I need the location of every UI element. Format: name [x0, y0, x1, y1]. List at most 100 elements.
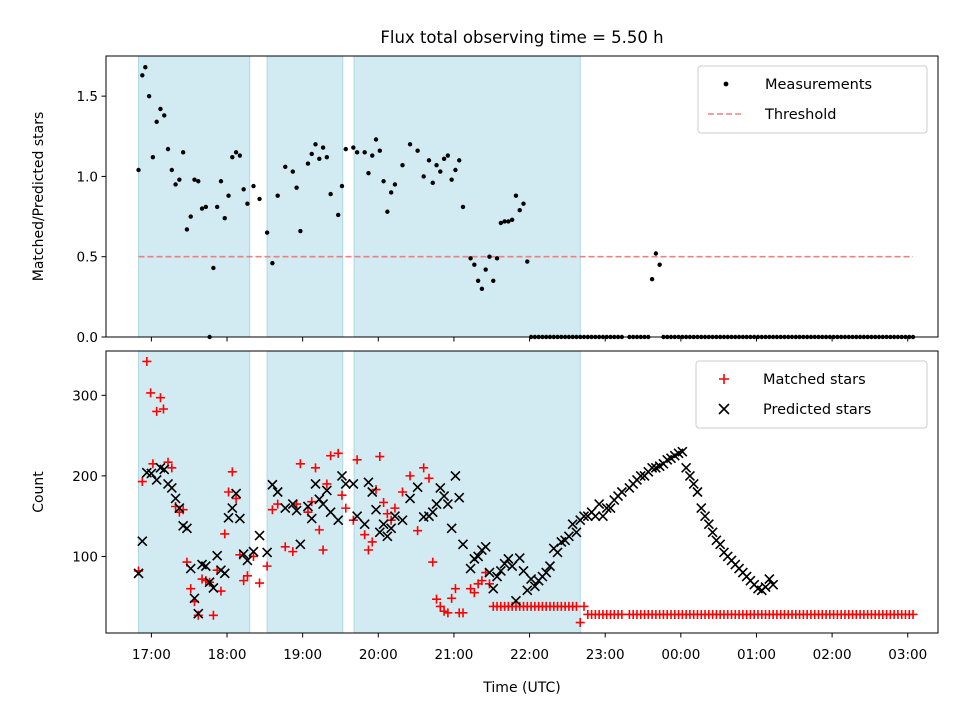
x-tick-label: 00:00 — [661, 647, 700, 663]
predicted-stars-point — [370, 504, 382, 515]
legend-measurements-marker — [723, 81, 729, 87]
predicted-stars-point — [446, 523, 457, 534]
measurements-point — [196, 179, 201, 184]
predicted-stars-point — [495, 565, 506, 577]
x-tick-label: 02:00 — [813, 647, 852, 663]
legend-matched-label: Matched stars — [763, 372, 866, 388]
measurements-point — [657, 262, 662, 267]
matched-stars-point — [208, 610, 218, 620]
measurements-point — [294, 185, 299, 190]
matched-stars-point — [193, 610, 203, 620]
predicted-stars-point — [238, 548, 249, 560]
measurements-point — [328, 191, 333, 197]
count-axes-frame — [105, 350, 939, 634]
predicted-stars-point — [552, 547, 563, 558]
predicted-stars-point — [310, 478, 321, 490]
measurements-point — [270, 260, 275, 266]
matched-stars-point — [158, 404, 168, 414]
predicted-stars-point — [200, 561, 211, 572]
measurements-point — [491, 278, 496, 283]
matched-stars-point — [458, 608, 468, 618]
count-legend: Matched stars Predicted stars — [695, 360, 928, 429]
measurements-point — [214, 204, 220, 210]
predicted-stars-point — [439, 490, 450, 502]
predicted-stars-point — [601, 503, 612, 514]
predicted-stars-point — [137, 536, 148, 547]
matched-stars-point — [337, 490, 347, 500]
matched-stars-point — [908, 609, 918, 619]
predicted-stars-point — [541, 567, 552, 578]
matched-stars-point — [367, 537, 377, 547]
measurements-point — [188, 214, 193, 219]
predicted-stars-point — [151, 474, 162, 485]
measurements-point — [146, 93, 152, 99]
matched-stars-point — [333, 448, 343, 458]
matched-stars-point — [186, 584, 196, 594]
ratio-panel: 0.0 0.5 1.0 1.5 Matched/Predicted stars Mea… — [31, 55, 939, 346]
matched-stars-point — [390, 503, 400, 513]
measurements-point — [472, 262, 477, 267]
predicted-stars-point — [208, 582, 219, 593]
measurements-point — [370, 153, 375, 158]
predicted-stars-point — [340, 478, 351, 490]
matched-stars-point — [363, 545, 373, 555]
matched-stars-point — [397, 487, 407, 497]
matched-stars-point — [167, 463, 177, 473]
measurements-point — [653, 251, 659, 256]
matched-stars-point — [375, 452, 385, 462]
measurements-point — [354, 150, 360, 155]
matched-stars-point — [314, 525, 324, 535]
measurements-point — [211, 265, 216, 271]
predicted-stars-point — [647, 462, 658, 473]
count-markers — [133, 356, 918, 628]
measurements-point — [140, 73, 145, 78]
measurements-point — [324, 154, 330, 160]
predicted-stars-point — [760, 582, 771, 593]
predicted-stars-point — [397, 515, 408, 526]
observing-window-3 — [353, 350, 581, 634]
matched-stars-point — [432, 594, 442, 604]
predicted-stars-point — [590, 511, 601, 522]
predicted-stars-point — [514, 553, 525, 564]
predicted-stars-point — [170, 493, 181, 504]
measurements-point — [400, 162, 405, 168]
measurements-point — [479, 286, 485, 292]
matched-stars-point — [617, 609, 627, 619]
predicted-stars-point — [488, 583, 499, 594]
predicted-stars-point — [703, 519, 714, 530]
matched-stars-point — [152, 406, 162, 416]
measurements-point — [336, 212, 341, 218]
predicted-stars-point — [219, 568, 230, 579]
predicted-stars-point — [768, 579, 779, 590]
predicted-stars-point — [204, 577, 215, 588]
predicted-stars-point — [484, 567, 495, 578]
measurements-point — [199, 206, 205, 211]
measurements-point — [245, 201, 250, 206]
predicted-stars-point — [518, 565, 529, 577]
matched-stars-point — [428, 557, 438, 567]
matched-stars-point — [450, 584, 460, 594]
predicted-stars-point — [454, 492, 465, 503]
predicted-stars-point — [318, 499, 329, 510]
predicted-stars-point — [295, 539, 306, 550]
y-tick-label: 1.5 — [77, 89, 98, 105]
predicted-stars-point — [302, 501, 314, 512]
y-tick-label: 0.0 — [77, 330, 98, 346]
measurements-point — [275, 193, 280, 198]
predicted-stars-point — [291, 505, 302, 516]
measurements-point — [517, 207, 522, 213]
legend-predicted-label: Predicted stars — [763, 402, 871, 418]
measurements-point — [483, 267, 488, 272]
predicted-stars-point — [378, 519, 389, 530]
measurements-point — [506, 219, 511, 224]
predicted-stars-point — [174, 503, 185, 514]
legend-matched-marker — [719, 374, 729, 384]
x-tick-label: 21:00 — [434, 647, 473, 663]
matched-stars-point — [216, 586, 226, 596]
count-legend-box — [695, 360, 928, 429]
measurements-point — [180, 150, 186, 155]
predicted-stars-point — [367, 486, 378, 498]
x-tick-label: 20:00 — [359, 647, 398, 663]
measurements-point — [388, 190, 394, 195]
